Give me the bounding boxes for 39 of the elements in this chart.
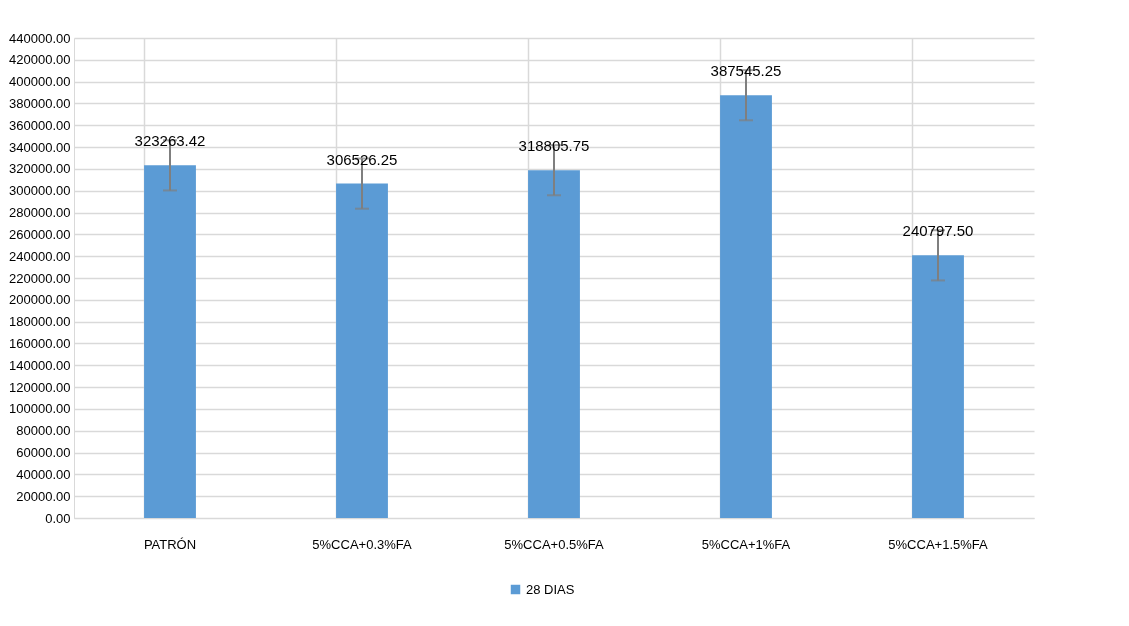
y-tick-label: 420000.00 [9, 52, 71, 68]
y-tick-label: 200000.00 [9, 292, 71, 308]
bar [528, 170, 580, 518]
y-tick-label: 0.00 [45, 510, 71, 526]
bar [720, 95, 772, 518]
y-tick-label: 380000.00 [9, 95, 71, 111]
y-tick-label: 300000.00 [9, 183, 71, 199]
bar [144, 165, 196, 518]
y-tick-label: 320000.00 [9, 161, 71, 177]
legend-label: 28 DIAS [526, 581, 575, 597]
data-label: 240797.50 [902, 222, 974, 240]
y-tick-label: 40000.00 [16, 466, 71, 482]
bar [912, 255, 964, 518]
y-tick-label: 260000.00 [9, 226, 71, 242]
x-tick-label: 5%CCA+0.3%FA [312, 536, 412, 552]
y-tick-label: 100000.00 [9, 401, 71, 417]
y-tick-label: 360000.00 [9, 117, 71, 133]
x-tick-label: 5%CCA+0.5%FA [504, 536, 604, 552]
data-label: 387545.25 [710, 62, 782, 80]
y-tick-label: 160000.00 [9, 335, 71, 351]
data-label: 323263.42 [134, 132, 206, 150]
y-tick-label: 60000.00 [16, 445, 71, 461]
data-label: 318805.75 [518, 137, 590, 155]
x-tick-label: 5%CCA+1%FA [701, 536, 791, 552]
x-tick-label: 5%CCA+1.5%FA [888, 536, 988, 552]
y-tick-label: 120000.00 [9, 379, 71, 395]
y-tick-label: 240000.00 [9, 248, 71, 264]
data-label: 306526.25 [326, 150, 398, 168]
y-tick-label: 440000.00 [9, 30, 71, 46]
bar [336, 183, 388, 518]
y-tick-label: 340000.00 [9, 139, 71, 155]
y-tick-label: 20000.00 [16, 488, 71, 504]
y-tick-label: 280000.00 [9, 205, 71, 221]
y-tick-label: 400000.00 [9, 74, 71, 90]
y-tick-label: 180000.00 [9, 314, 71, 330]
y-tick-label: 80000.00 [16, 423, 71, 439]
x-tick-label: PATRÓN [143, 536, 197, 552]
y-tick-label: 220000.00 [9, 270, 71, 286]
y-tick-label: 140000.00 [9, 357, 71, 373]
